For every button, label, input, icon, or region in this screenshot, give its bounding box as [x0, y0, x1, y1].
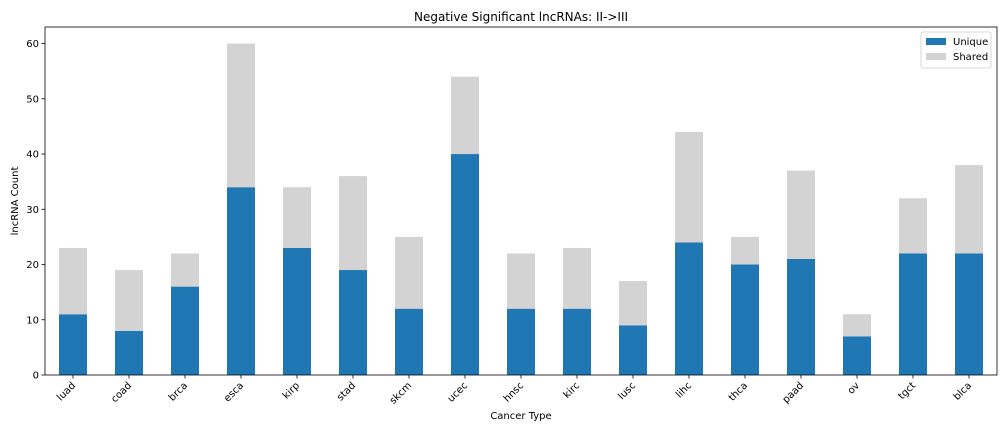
y-tick-label: 40 — [26, 150, 39, 161]
bar-unique-luad — [59, 314, 87, 375]
bar-unique-lusc — [619, 325, 647, 375]
x-tick-label: hnsc — [502, 380, 526, 404]
y-tick-label: 0 — [33, 371, 39, 382]
bar-shared-brca — [171, 253, 199, 287]
bar-unique-ucec — [451, 154, 479, 375]
y-tick-label: 50 — [26, 94, 39, 105]
x-tick-label: lusc — [616, 380, 638, 402]
legend-label-unique: Unique — [953, 37, 988, 48]
x-tick-label: ov — [846, 380, 862, 396]
y-tick-label: 30 — [26, 205, 39, 216]
x-tick-label: paad — [781, 380, 806, 405]
y-tick-label: 20 — [26, 260, 39, 271]
bar-shared-stad — [339, 176, 367, 271]
bar-shared-ov — [843, 314, 871, 337]
legend-label-shared: Shared — [953, 52, 988, 63]
x-tick-label: tgct — [896, 380, 918, 402]
bar-shared-esca — [227, 43, 255, 188]
bar-shared-thca — [731, 236, 759, 265]
bar-shared-ucec — [451, 76, 479, 155]
bar-unique-thca — [731, 264, 759, 375]
x-tick-label: kirp — [281, 380, 302, 401]
x-tick-label: luad — [55, 380, 78, 403]
bar-unique-stad — [339, 270, 367, 375]
legend: Unique Shared — [920, 31, 992, 69]
x-axis-label: Cancer Type — [490, 411, 551, 422]
bar-shared-kirp — [283, 187, 311, 248]
x-tick-label: kirc — [562, 380, 582, 400]
bar-unique-kirp — [283, 247, 311, 375]
bar-unique-paad — [787, 259, 815, 375]
x-tick-label: esca — [222, 380, 246, 404]
bar-shared-lihc — [675, 131, 703, 243]
legend-swatch-shared — [926, 53, 946, 60]
x-tick-label: blca — [952, 380, 974, 402]
x-tick-label: brca — [167, 380, 190, 403]
bar-unique-brca — [171, 286, 199, 375]
bar-unique-blca — [955, 253, 983, 375]
bar-unique-kirc — [563, 308, 591, 375]
bar-shared-luad — [59, 247, 87, 315]
bar-shared-paad — [787, 170, 815, 259]
bar-unique-skcm — [395, 308, 423, 375]
bar-unique-ov — [843, 336, 871, 375]
bar-unique-hnsc — [507, 308, 535, 375]
x-tick-label: lihc — [674, 380, 694, 400]
legend-swatch-unique — [926, 38, 946, 45]
bar-unique-lihc — [675, 242, 703, 375]
bar-shared-hnsc — [507, 253, 535, 309]
bar-shared-blca — [955, 165, 983, 254]
bar-unique-coad — [115, 330, 143, 375]
bar-unique-esca — [227, 187, 255, 375]
chart-title: Negative Significant lncRNAs: II->III — [414, 10, 628, 24]
bar-shared-coad — [115, 270, 143, 331]
y-tick-label: 60 — [26, 39, 39, 50]
x-tick-label: ucec — [446, 380, 470, 404]
plot-area: luad coad brca esca kirp stad skcm ucec hnsc kirc… — [26, 26, 998, 407]
y-axis-label: lncRNA Count — [10, 167, 21, 236]
x-tick-label: thca — [727, 380, 750, 403]
x-tick-label: stad — [335, 380, 358, 403]
bar-shared-tgct — [899, 198, 927, 254]
y-tick-label: 10 — [26, 315, 39, 326]
bar-shared-kirc — [563, 247, 591, 309]
plot-frame — [44, 26, 998, 376]
x-tick-label: skcm — [388, 380, 414, 406]
bar-shared-lusc — [619, 281, 647, 326]
x-tick-label: coad — [109, 380, 134, 405]
bar-shared-skcm — [395, 236, 423, 309]
bar-unique-tgct — [899, 253, 927, 375]
